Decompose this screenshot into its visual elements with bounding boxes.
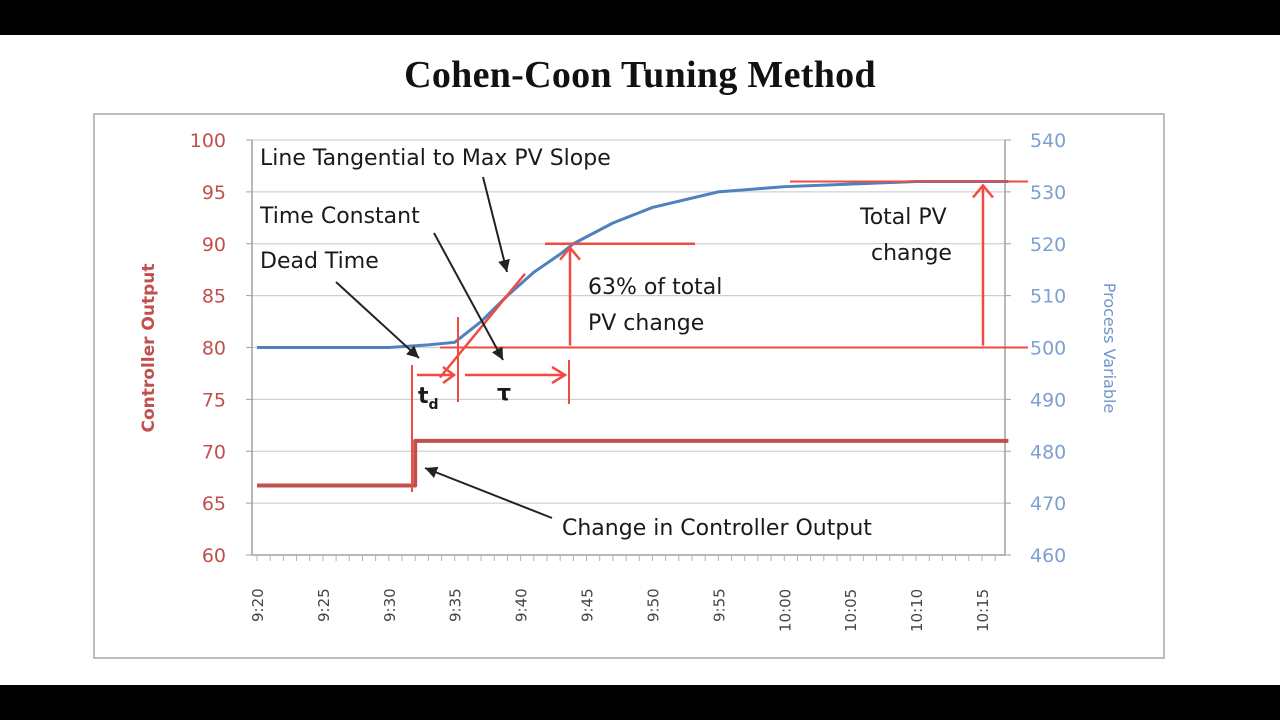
annotation-total-line2: change xyxy=(871,241,952,266)
dead-time-arrow xyxy=(335,281,420,359)
controller-output-line xyxy=(257,438,1009,488)
right-axis-ticks: 540 530 520 510 500 490 480 470 460 xyxy=(1005,130,1066,567)
y-tick-right: 470 xyxy=(1030,493,1066,515)
annotation-63-line1: 63% of total xyxy=(588,275,722,300)
tau-label: τ xyxy=(497,381,511,406)
x-tick-label: 9:40 xyxy=(513,588,531,622)
y-tick-right: 490 xyxy=(1030,389,1066,411)
x-tick-label: 9:45 xyxy=(579,588,597,622)
y-tick-left: 75 xyxy=(202,389,226,411)
y-tick-right: 510 xyxy=(1030,286,1066,308)
y-tick-left: 70 xyxy=(202,441,226,463)
y-tick-left: 65 xyxy=(202,493,226,515)
dead-time-arrow-head xyxy=(406,345,419,358)
annotation-tangent: Line Tangential to Max PV Slope xyxy=(260,146,611,171)
y-tick-left: 95 xyxy=(202,182,226,204)
x-tick-label: 10:10 xyxy=(908,589,926,632)
series xyxy=(257,180,1009,488)
x-tick-label: 9:25 xyxy=(315,588,333,622)
td-label: td xyxy=(418,384,439,413)
y-tick-right: 530 xyxy=(1030,182,1066,204)
y-tick-left: 60 xyxy=(202,545,226,567)
td-arrow-head xyxy=(442,365,457,385)
tangent-line xyxy=(439,272,526,379)
annotation-dead-time: Dead Time xyxy=(260,249,379,274)
y-tick-left: 80 xyxy=(202,338,226,360)
annotation-total-line1: Total PV xyxy=(859,205,947,230)
annotation-co-change: Change in Controller Output xyxy=(562,516,872,541)
co-change-arrow xyxy=(424,467,553,519)
y-tick-right: 500 xyxy=(1030,338,1066,360)
x-tick-label: 9:30 xyxy=(381,588,399,622)
page-title: Cohen-Coon Tuning Method xyxy=(404,54,876,96)
x-tick-label: 10:00 xyxy=(776,589,794,632)
left-axis-ticks: 100 95 90 85 80 75 70 65 60 xyxy=(190,130,252,567)
tau-arrow-head xyxy=(551,365,568,385)
x-tick-label: 10:05 xyxy=(842,589,860,632)
y-tick-right: 460 xyxy=(1030,545,1066,567)
x-tick-label: 9:35 xyxy=(447,588,465,622)
chart-frame xyxy=(93,113,1165,659)
x-tick-label: 9:55 xyxy=(710,588,728,622)
chart: 100 95 90 85 80 75 70 65 60 540 530 520 510 500 490 48… xyxy=(139,130,1119,632)
time-constant-arrow-head xyxy=(491,346,503,360)
annotation-arrows xyxy=(335,176,553,519)
annotation-time-constant: Time Constant xyxy=(259,204,420,229)
process-variable-line xyxy=(257,180,1009,349)
y-tick-right: 540 xyxy=(1030,130,1066,152)
y-tick-left: 90 xyxy=(202,234,226,256)
annotation-63-line2: PV change xyxy=(588,311,704,336)
y-tick-left: 85 xyxy=(202,286,226,308)
x-axis-ticks: 9:20 9:25 9:30 9:35 9:40 9:45 9:50 9:55 10:00 10:… xyxy=(249,555,996,632)
y-tick-right: 480 xyxy=(1030,441,1066,463)
co-change-arrow-head xyxy=(425,466,439,478)
x-tick-label: 9:20 xyxy=(249,588,267,622)
y-tick-left: 100 xyxy=(190,130,226,152)
tangent-arrow xyxy=(482,176,508,273)
reference-lines xyxy=(411,180,1028,492)
total-arrow-head xyxy=(972,183,994,199)
tangent-arrow-head xyxy=(498,258,510,272)
y-axis-right-label: Process Variable xyxy=(1100,283,1119,414)
time-constant-arrow xyxy=(433,232,504,361)
x-tick-label: 10:15 xyxy=(974,589,992,632)
y-axis-left-label: Controller Output xyxy=(139,263,159,432)
63-arrow-head xyxy=(559,245,581,261)
slide: Cohen-Coon Tuning Method 100 95 90 85 80 75 70… xyxy=(0,35,1280,685)
x-tick-label: 9:50 xyxy=(644,588,662,622)
y-tick-right: 520 xyxy=(1030,234,1066,256)
